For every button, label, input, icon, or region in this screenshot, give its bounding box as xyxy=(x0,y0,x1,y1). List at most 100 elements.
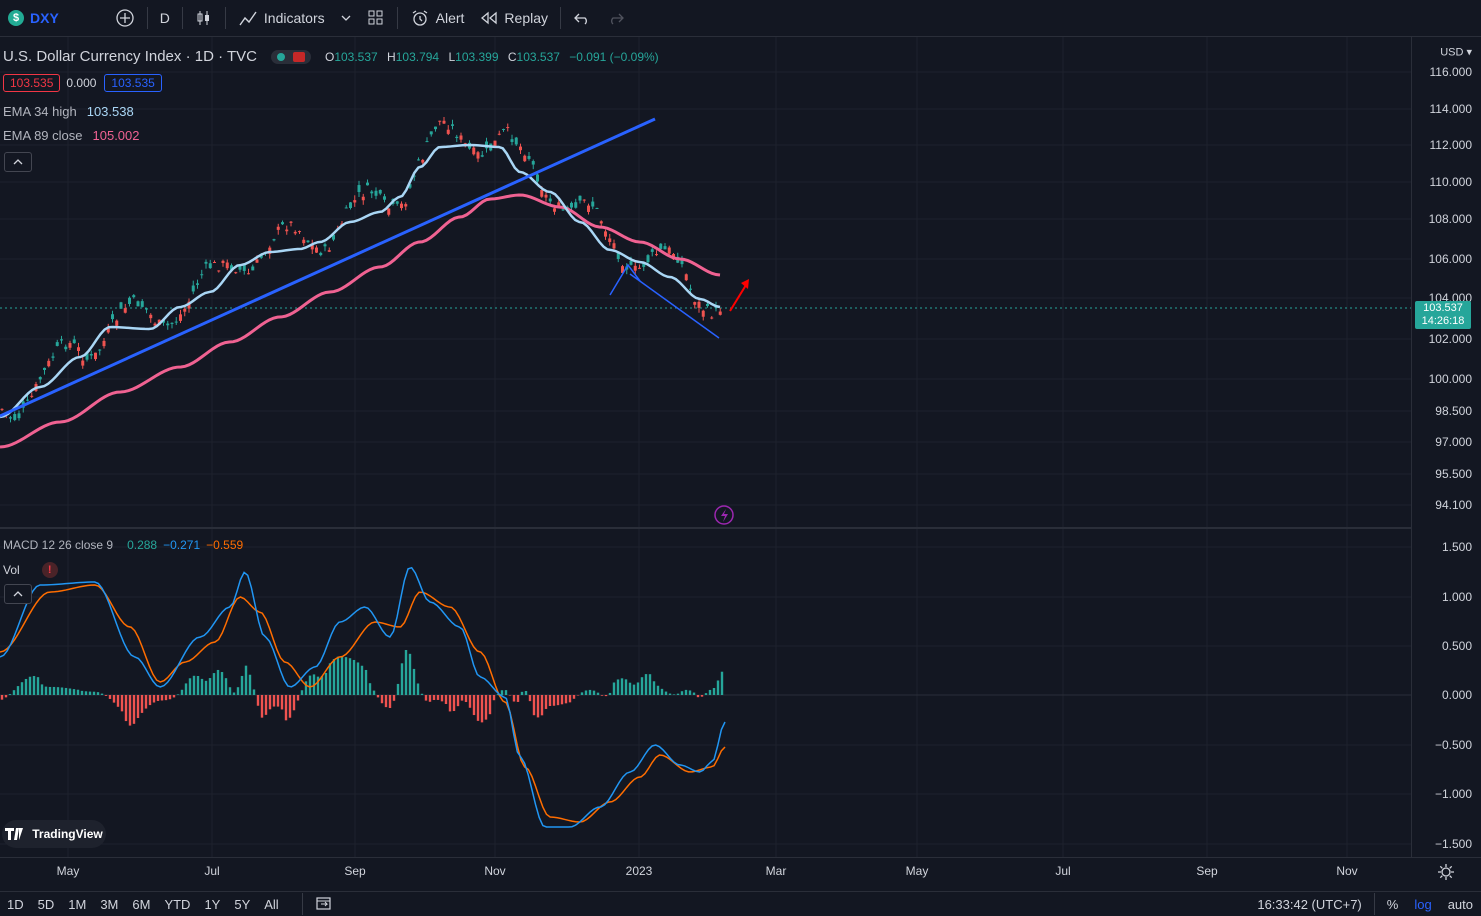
spread-value: 0.000 xyxy=(66,76,97,90)
histogram-bar xyxy=(232,692,236,695)
histogram-bar xyxy=(512,695,516,702)
macd-line-value: −0.271 xyxy=(163,538,201,552)
candle-body xyxy=(298,231,301,233)
symbol-button[interactable]: $ DXY xyxy=(0,0,67,36)
percent-toggle[interactable]: % xyxy=(1386,896,1399,912)
histogram-bar xyxy=(720,671,724,695)
bid-box[interactable]: 103.535 xyxy=(3,74,61,92)
currency-selector[interactable]: USD ▾ xyxy=(1440,46,1472,59)
candle-body xyxy=(642,262,646,267)
candle-body xyxy=(612,243,616,249)
market-status-toggle[interactable] xyxy=(270,49,311,64)
chart-canvas[interactable]: U.S. Dollar Currency Index · 1D · TVC O 1… xyxy=(0,37,1411,857)
candle-body xyxy=(587,205,590,212)
candle-body xyxy=(404,204,408,207)
time-tick-label: May xyxy=(905,864,929,878)
candle-body xyxy=(51,356,55,358)
range-5y-button[interactable]: 5Y xyxy=(234,896,251,912)
undo-button[interactable] xyxy=(565,0,599,36)
close-value: 103.537 xyxy=(516,49,560,64)
histogram-bar xyxy=(404,650,408,695)
range-1d-button[interactable]: 1D xyxy=(7,896,24,912)
auto-toggle[interactable]: auto xyxy=(1447,896,1473,912)
candle-body xyxy=(285,229,289,232)
indicators-button[interactable]: Indicators xyxy=(230,0,333,36)
range-1y-button[interactable]: 1Y xyxy=(204,896,221,912)
histogram-bar xyxy=(636,682,640,695)
candle-body xyxy=(680,258,684,265)
price-chart[interactable] xyxy=(0,37,1411,857)
collapse-pane-button[interactable] xyxy=(4,584,32,604)
chart-type-button[interactable] xyxy=(187,0,221,36)
event-flash-circle[interactable] xyxy=(714,505,734,525)
range-3m-button[interactable]: 3M xyxy=(100,896,119,912)
candle-body xyxy=(400,203,403,209)
candle-body xyxy=(64,346,68,350)
range-all-button[interactable]: All xyxy=(264,896,279,912)
histogram-bar xyxy=(152,695,156,703)
candle-body xyxy=(582,199,586,201)
redo-icon xyxy=(611,13,624,25)
histogram-bar xyxy=(4,695,8,698)
range-1m-button[interactable]: 1M xyxy=(68,896,87,912)
price-axis[interactable]: USD ▾ 116.000 114.000 112.000 110.000 108.00… xyxy=(1411,37,1481,857)
time-tick-label: Jul xyxy=(204,864,220,878)
log-toggle[interactable]: log xyxy=(1414,896,1432,912)
trendline[interactable] xyxy=(0,117,656,418)
ema34-legend[interactable]: EMA 34 high 103.538 xyxy=(3,104,140,119)
candle-body xyxy=(574,202,578,208)
candle-body xyxy=(208,263,212,269)
redo-button[interactable] xyxy=(599,0,633,36)
warning-icon[interactable]: ! xyxy=(41,562,58,578)
histogram-bar xyxy=(692,692,696,695)
ema89-value: 105.002 xyxy=(92,128,140,143)
candle-body xyxy=(98,349,102,351)
range-5d-button[interactable]: 5D xyxy=(37,896,55,912)
indicators-icon xyxy=(239,11,257,26)
add-symbol-button[interactable] xyxy=(107,0,143,36)
interval-button[interactable]: D xyxy=(152,0,178,36)
settings-gear-icon[interactable] xyxy=(1437,863,1455,881)
market-status-icon xyxy=(292,51,305,62)
red-arrow-line[interactable] xyxy=(729,284,747,312)
histogram-bar xyxy=(612,682,616,695)
indicators-dropdown[interactable] xyxy=(333,0,359,36)
date-range-button[interactable] xyxy=(307,895,341,914)
macd-legend[interactable]: MACD 12 26 close 9 0.288 −0.271 −0.559 xyxy=(3,538,249,552)
replay-button[interactable]: Replay xyxy=(472,0,556,36)
alert-button[interactable]: Alert xyxy=(402,0,473,36)
histogram-bar xyxy=(580,692,584,695)
ema34-value: 103.538 xyxy=(86,104,134,119)
time-axis[interactable]: May Jul Sep Nov 2023 Mar May Jul Sep Nov xyxy=(0,857,1481,885)
o-label: O xyxy=(324,49,335,64)
histogram-bar xyxy=(520,691,524,695)
candle-body xyxy=(663,246,667,250)
path-arrow[interactable] xyxy=(609,263,641,296)
price-tick-label: 112.000 xyxy=(1429,138,1473,152)
histogram-bar xyxy=(548,695,552,706)
candle-body xyxy=(289,221,293,223)
candle-body xyxy=(255,259,259,263)
macd-tick-label: −1.500 xyxy=(1434,837,1472,851)
histogram-bar xyxy=(16,686,20,695)
timezone-clock[interactable]: 16:33:42 (UTC+7) xyxy=(1257,896,1362,912)
collapse-legend-button[interactable] xyxy=(4,152,32,172)
tradingview-logo[interactable]: TradingView xyxy=(2,820,106,848)
candle-body xyxy=(94,352,97,360)
ema89-legend[interactable]: EMA 89 close 105.002 xyxy=(3,128,146,143)
candle-body xyxy=(72,339,76,344)
symbol-title[interactable]: U.S. Dollar Currency Index · 1D · TVC xyxy=(3,48,257,65)
candle-body xyxy=(472,147,476,155)
histogram-bar xyxy=(616,679,620,695)
ask-box[interactable]: 103.535 xyxy=(104,74,162,92)
candle-body xyxy=(102,340,106,347)
histogram-bar xyxy=(480,695,484,723)
trendline-small[interactable] xyxy=(629,273,720,339)
candle-body xyxy=(621,266,624,273)
layouts-button[interactable] xyxy=(359,0,393,36)
range-6m-button[interactable]: 6M xyxy=(132,896,151,912)
divider xyxy=(301,893,303,915)
candle-body xyxy=(310,243,314,250)
range-ytd-button[interactable]: YTD xyxy=(164,896,191,912)
vol-legend[interactable]: Vol ! xyxy=(3,562,64,578)
